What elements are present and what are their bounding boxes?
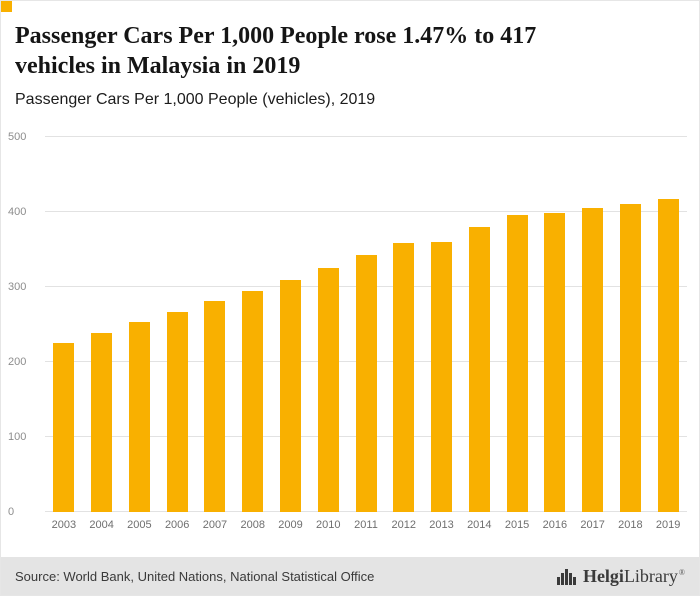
y-axis-label: 300 — [8, 280, 27, 293]
bar-2005 — [128, 322, 150, 512]
bar-2006 — [166, 311, 188, 512]
gridline-500 — [45, 135, 687, 137]
x-axis-label: 2008 — [240, 518, 265, 531]
gridline-400 — [45, 210, 687, 212]
bar-chart: 0 100 200 300 400 500 2003 2004 2005 2006 2007 200… — [1, 131, 699, 531]
bar-2012 — [393, 243, 415, 512]
bar-cell — [158, 137, 196, 512]
bar-2008 — [242, 290, 264, 512]
logo-text-regular: Library — [623, 565, 678, 586]
bar-cell — [309, 137, 347, 512]
bar-2013 — [431, 241, 453, 512]
bar-2018 — [619, 203, 641, 512]
bar-cell — [649, 137, 687, 512]
bar-cell — [611, 137, 649, 512]
bar-2004 — [91, 333, 113, 512]
bar-cell — [196, 137, 234, 512]
bar-cell — [536, 137, 574, 512]
bar-2011 — [355, 254, 377, 512]
x-axis-label: 2011 — [354, 518, 378, 531]
x-axis-label: 2007 — [202, 518, 228, 531]
y-axis-label: 500 — [8, 130, 27, 143]
registered-mark: ® — [678, 567, 685, 577]
source-text: Source: World Bank, United Nations, Nati… — [15, 568, 375, 584]
bar-cell — [121, 137, 159, 512]
bar-2010 — [317, 268, 339, 512]
footer: Source: World Bank, United Nations, Nati… — [1, 557, 699, 595]
bar-cell — [574, 137, 612, 512]
x-axis-label: 2004 — [89, 518, 114, 531]
bar-cell — [423, 137, 461, 512]
x-axis-label: 2013 — [429, 518, 454, 531]
bar-chart-icon — [556, 568, 577, 585]
bar-cell — [460, 137, 498, 512]
accent-square — [1, 1, 12, 12]
x-axis-label: 2019 — [655, 518, 681, 531]
bar-cell — [45, 137, 83, 512]
x-axis-label: 2016 — [542, 518, 568, 531]
bar-2016 — [544, 213, 566, 512]
bar-2019 — [657, 199, 679, 512]
y-axis-label: 0 — [8, 505, 15, 518]
bar-2014 — [468, 226, 490, 512]
bar-2003 — [53, 343, 75, 512]
chart-subtitle: Passenger Cars Per 1,000 People (vehicle… — [15, 90, 376, 108]
header: Passenger Cars Per 1,000 People rose 1.4… — [1, 1, 699, 109]
plot-area: 0 100 200 300 400 500 — [8, 131, 687, 518]
y-axis-label: 400 — [8, 205, 27, 218]
page-title: Passenger Cars Per 1,000 People rose 1.4… — [15, 21, 669, 82]
x-axis-label: 2012 — [391, 518, 417, 531]
bar-2017 — [582, 208, 604, 512]
x-axis-label: 2009 — [278, 518, 303, 531]
logo-text: HelgiLibrary® — [583, 566, 685, 587]
bar-cell — [83, 137, 121, 512]
bar-2009 — [279, 280, 301, 512]
x-axis: 2003 2004 2005 2006 2007 2008 2009 2010 2011 2012… — [45, 512, 687, 531]
x-axis-label: 2003 — [51, 518, 77, 531]
x-axis-label: 2006 — [164, 518, 190, 531]
y-axis-label: 100 — [8, 430, 27, 443]
bar-cell — [272, 137, 310, 512]
bar-2007 — [204, 301, 226, 512]
page-title-line1: Passenger Cars Per 1,000 People rose 1.4… — [15, 23, 537, 49]
y-axis-label: 200 — [8, 355, 27, 368]
x-axis-label: 2017 — [580, 518, 605, 531]
page-title-line2: vehicles in Malaysia in 2019 — [15, 53, 301, 80]
bar-cell — [498, 137, 536, 512]
x-axis-label: 2005 — [127, 518, 152, 531]
x-axis-label: 2014 — [467, 518, 492, 531]
x-axis-label: 2015 — [504, 518, 530, 531]
bar-cell — [347, 137, 385, 512]
x-axis-label: 2018 — [618, 518, 643, 531]
x-axis-label: 2010 — [316, 518, 341, 531]
bar-2015 — [506, 214, 528, 512]
logo-text-bold: Helgi — [582, 565, 624, 586]
bar-cell — [234, 137, 272, 512]
bar-cell — [385, 137, 423, 512]
bars — [45, 137, 687, 512]
helgi-library-logo[interactable]: HelgiLibrary® — [556, 566, 685, 587]
